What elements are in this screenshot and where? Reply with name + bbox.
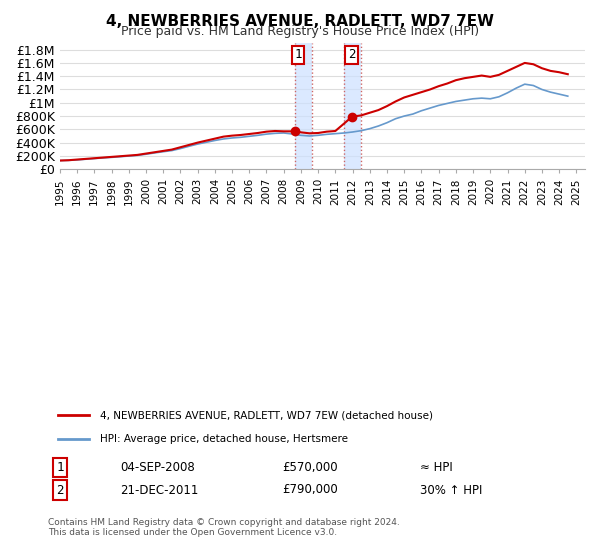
Text: ≈ HPI: ≈ HPI — [420, 461, 453, 474]
Text: Price paid vs. HM Land Registry's House Price Index (HPI): Price paid vs. HM Land Registry's House … — [121, 25, 479, 38]
Text: Contains HM Land Registry data © Crown copyright and database right 2024.
This d: Contains HM Land Registry data © Crown c… — [48, 518, 400, 538]
Text: 1: 1 — [294, 48, 302, 61]
Text: 21-DEC-2011: 21-DEC-2011 — [120, 483, 199, 497]
Bar — [295, 43, 313, 169]
Text: HPI: Average price, detached house, Hertsmere: HPI: Average price, detached house, Hert… — [100, 434, 347, 444]
Text: 04-SEP-2008: 04-SEP-2008 — [120, 461, 195, 474]
Text: 30% ↑ HPI: 30% ↑ HPI — [420, 483, 482, 497]
Text: 1: 1 — [56, 461, 64, 474]
Text: £570,000: £570,000 — [282, 461, 338, 474]
Text: 2: 2 — [56, 483, 64, 497]
Bar — [344, 43, 361, 169]
Text: £790,000: £790,000 — [282, 483, 338, 497]
Text: 4, NEWBERRIES AVENUE, RADLETT, WD7 7EW: 4, NEWBERRIES AVENUE, RADLETT, WD7 7EW — [106, 14, 494, 29]
Text: 2: 2 — [348, 48, 355, 61]
Text: 4, NEWBERRIES AVENUE, RADLETT, WD7 7EW (detached house): 4, NEWBERRIES AVENUE, RADLETT, WD7 7EW (… — [100, 410, 433, 420]
